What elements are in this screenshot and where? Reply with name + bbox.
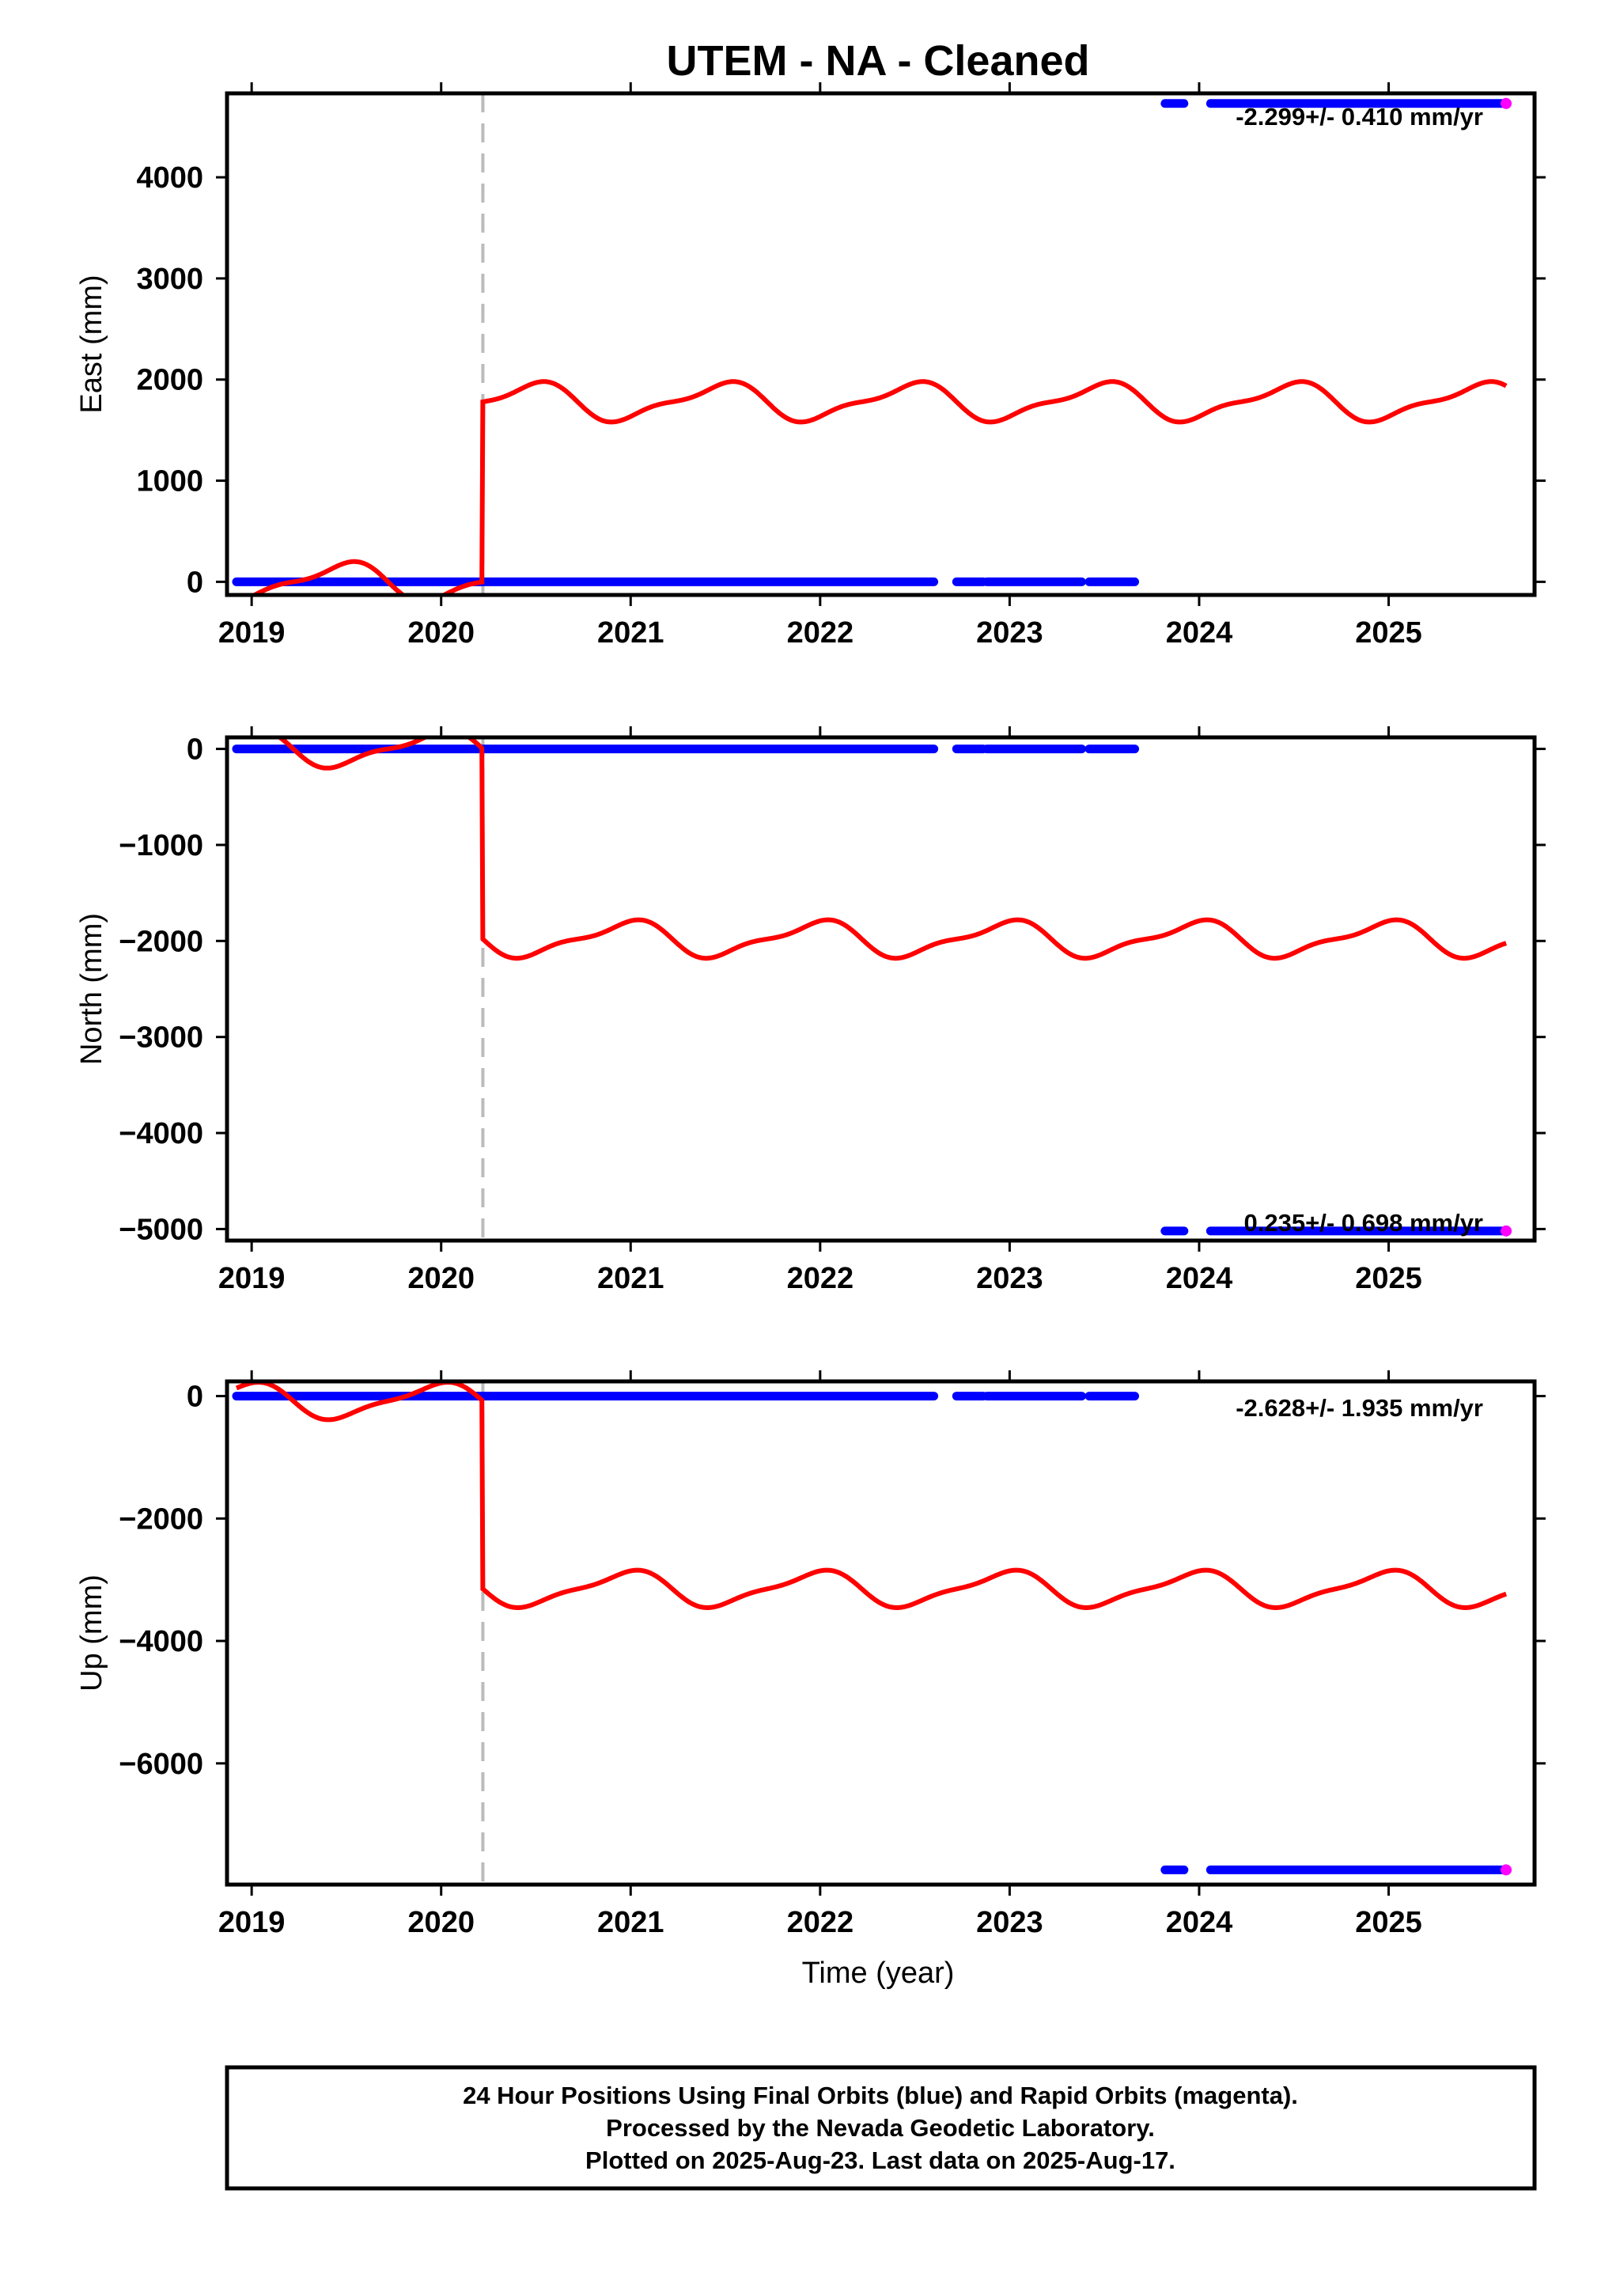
y-tick-label: −1000 bbox=[119, 829, 203, 862]
rapid-orbit-point bbox=[1501, 1225, 1512, 1237]
y-axis-label: Up (mm) bbox=[75, 1574, 108, 1692]
y-tick-label: −4000 bbox=[119, 1117, 203, 1150]
x-tick-label: 2025 bbox=[1355, 1906, 1422, 1939]
x-tick-label: 2023 bbox=[976, 1906, 1043, 1939]
footer-line-3: Plotted on 2025-Aug-23. Last data on 202… bbox=[585, 2146, 1175, 2174]
panel-frame bbox=[225, 735, 1537, 1243]
panel-2: −5000 −4000 −3000 −2000 −1000 0 2019 2020 2021 20… bbox=[75, 726, 1546, 1295]
x-tick-label: 2019 bbox=[218, 1906, 286, 1939]
x-tick-label: 2023 bbox=[976, 1262, 1043, 1295]
x-tick-label: 2025 bbox=[1355, 616, 1422, 650]
y-tick-label: 1000 bbox=[136, 465, 203, 498]
y-tick-label: −5000 bbox=[119, 1213, 203, 1246]
y-tick-label: −6000 bbox=[119, 1748, 203, 1781]
x-tick-label: 2025 bbox=[1355, 1262, 1422, 1295]
y-tick-label: −2000 bbox=[119, 1502, 203, 1536]
x-tick-label: 2020 bbox=[407, 1906, 475, 1939]
x-tick-label: 2023 bbox=[976, 616, 1043, 650]
x-tick-label: 2021 bbox=[597, 616, 664, 650]
model-curve bbox=[237, 737, 1508, 961]
y-tick-label: 4000 bbox=[136, 161, 203, 195]
final-orbit-points bbox=[232, 97, 1512, 586]
x-tick-label: 2022 bbox=[787, 1906, 854, 1939]
panel-frame bbox=[225, 1379, 1537, 1887]
rate-annotation: -2.628+/- 1.935 mm/yr bbox=[1236, 1394, 1483, 1422]
rapid-orbit-point bbox=[1501, 97, 1512, 109]
chart-panels: 0 1000 2000 3000 4000 2019 2020 2021 2022 2023 202… bbox=[75, 82, 1546, 1939]
rate-annotation: 0.235+/- 0.698 mm/yr bbox=[1244, 1209, 1483, 1237]
y-tick-label: 0 bbox=[187, 1381, 203, 1414]
x-tick-label: 2024 bbox=[1166, 616, 1233, 650]
x-tick-label: 2020 bbox=[407, 616, 475, 650]
chart-title: UTEM - NA - Cleaned bbox=[666, 37, 1089, 85]
footer-box: 24 Hour Positions Using Final Orbits (bl… bbox=[225, 2065, 1537, 2191]
y-axis-label: North (mm) bbox=[75, 913, 108, 1065]
y-tick-label: −4000 bbox=[119, 1625, 203, 1658]
x-tick-label: 2020 bbox=[407, 1262, 475, 1295]
y-tick-label: −3000 bbox=[119, 1021, 203, 1055]
x-tick-label: 2024 bbox=[1166, 1262, 1233, 1295]
footer-line-2: Processed by the Nevada Geodetic Laborat… bbox=[606, 2114, 1155, 2142]
rate-annotation: -2.299+/- 0.410 mm/yr bbox=[1236, 103, 1483, 131]
y-tick-label: 0 bbox=[187, 733, 203, 767]
y-tick-label: −2000 bbox=[119, 925, 203, 958]
x-tick-label: 2019 bbox=[218, 616, 286, 650]
x-tick-label: 2022 bbox=[787, 616, 854, 650]
y-tick-label: 3000 bbox=[136, 263, 203, 296]
panel-frame bbox=[225, 91, 1537, 597]
y-tick-label: 0 bbox=[187, 566, 203, 599]
x-axis-label: Time (year) bbox=[802, 1957, 955, 1990]
x-tick-label: 2024 bbox=[1166, 1906, 1233, 1939]
panel-3: −6000 −4000 −2000 0 2019 2020 2021 2022 2023 2024… bbox=[75, 1370, 1546, 1939]
final-orbit-points bbox=[232, 744, 1512, 1237]
x-tick-label: 2021 bbox=[597, 1906, 664, 1939]
y-tick-label: 2000 bbox=[136, 364, 203, 397]
y-axis-label: East (mm) bbox=[75, 275, 108, 413]
footer-line-1: 24 Hour Positions Using Final Orbits (bl… bbox=[463, 2082, 1298, 2109]
panel-1: 0 1000 2000 3000 4000 2019 2020 2021 2022 2023 202… bbox=[75, 82, 1546, 650]
final-orbit-points bbox=[232, 1392, 1512, 1876]
rapid-orbit-point bbox=[1501, 1864, 1512, 1876]
model-curve bbox=[249, 379, 1508, 595]
x-tick-label: 2022 bbox=[787, 1262, 854, 1295]
x-tick-label: 2019 bbox=[218, 1262, 286, 1295]
x-tick-label: 2021 bbox=[597, 1262, 664, 1295]
